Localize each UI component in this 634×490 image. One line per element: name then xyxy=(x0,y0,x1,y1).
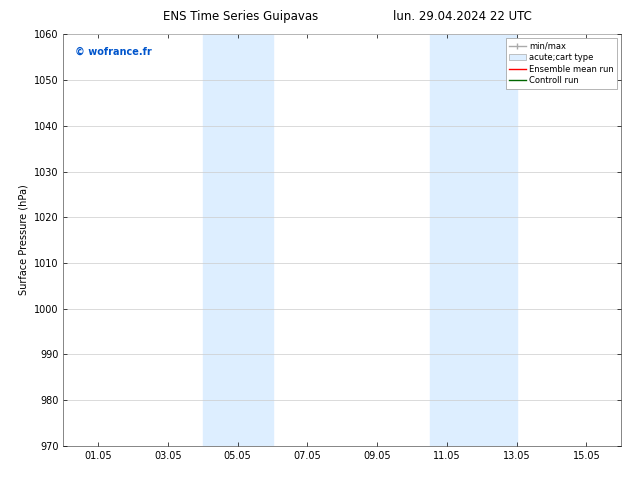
Text: lun. 29.04.2024 22 UTC: lun. 29.04.2024 22 UTC xyxy=(393,10,533,23)
Y-axis label: Surface Pressure (hPa): Surface Pressure (hPa) xyxy=(18,185,29,295)
Text: ENS Time Series Guipavas: ENS Time Series Guipavas xyxy=(164,10,318,23)
Text: © wofrance.fr: © wofrance.fr xyxy=(75,47,152,57)
Legend: min/max, acute;cart type, Ensemble mean run, Controll run: min/max, acute;cart type, Ensemble mean … xyxy=(506,39,617,89)
Bar xyxy=(429,34,517,446)
Bar xyxy=(203,34,273,446)
